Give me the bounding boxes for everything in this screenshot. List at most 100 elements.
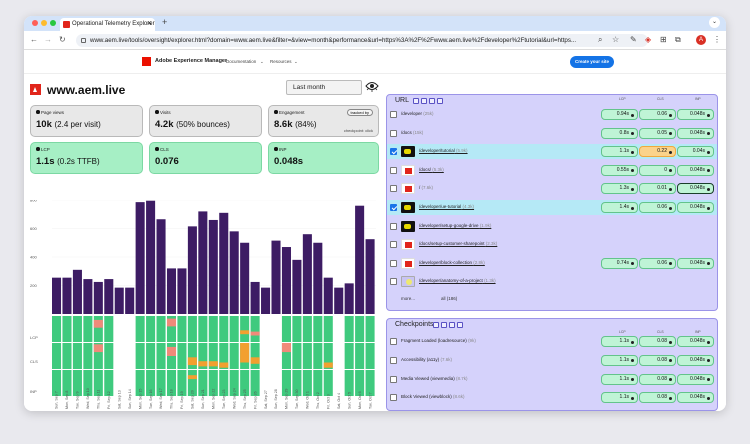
extensions-puzzle-icon[interactable]: ⧉	[675, 35, 681, 44]
chevron-down-icon[interactable]: ⌄	[294, 59, 298, 64]
metric-pill[interactable]: 1.1s	[601, 373, 638, 385]
url-checkbox[interactable]	[390, 111, 397, 118]
url-row[interactable]: /developer (25k) 0.94s 0.06 0.048s	[387, 107, 717, 122]
metric-pill[interactable]: 1.1s	[601, 336, 638, 347]
metric-pill[interactable]: 0.048s	[677, 373, 714, 385]
close-tab-icon[interactable]: ✕	[146, 21, 152, 27]
metric-pill[interactable]: 0.048s	[677, 183, 714, 195]
checkpoint-row[interactable]: Largest Contentful Paint (cwv-lcp) (6.7k…	[387, 409, 717, 411]
url-row[interactable]: /developer/setup-google-drive (1.9k)	[387, 219, 717, 234]
url-link[interactable]: /developer/tutorial (5.9k)	[419, 148, 468, 153]
url-row[interactable]: /developer/block-collection (2.8k) 0.74s 0…	[387, 256, 717, 271]
all-link[interactable]: all (186)	[441, 296, 458, 301]
url-checkbox[interactable]	[390, 166, 397, 174]
metric-pill[interactable]: 0.08	[639, 336, 676, 347]
metric-pill[interactable]: 0.22	[639, 146, 676, 158]
metric-pill[interactable]: 1.3s	[601, 183, 638, 195]
checkpoint-label[interactable]: Media Viewed (viewmedia) (8.7k)	[401, 376, 467, 381]
checkpoint-checkbox[interactable]	[390, 394, 397, 402]
eye-icon[interactable]	[365, 80, 379, 92]
metric-pill[interactable]: 0.08	[639, 373, 676, 385]
minimize-window-icon[interactable]	[41, 20, 47, 26]
url-checkbox[interactable]	[390, 148, 397, 156]
metric-pill[interactable]: 0.74s	[601, 257, 638, 269]
url-checkbox[interactable]	[390, 185, 397, 193]
metric-pill[interactable]: 1.1s	[601, 354, 638, 366]
close-window-icon[interactable]	[32, 20, 38, 26]
bookmark-star-icon[interactable]: ☆	[612, 35, 620, 44]
metric-pill[interactable]: 0.06	[639, 257, 676, 269]
download-icon[interactable]	[441, 322, 447, 328]
metric-pill[interactable]: 1.4s	[601, 202, 638, 213]
url-link[interactable]: /docs/setup-customer-sharepoint (2.3k)	[419, 241, 497, 246]
metric-pill[interactable]: 0.048s	[677, 127, 714, 139]
copy-icon[interactable]	[413, 98, 419, 104]
sort-icon[interactable]	[457, 322, 463, 328]
browser-tab[interactable]: Operational Telemetry Explorer ✕	[60, 18, 155, 31]
url-row[interactable]: /developer/anatomy-of-a-project (1.3k)	[387, 274, 717, 289]
metric-pill[interactable]: 0.048s	[677, 336, 714, 347]
checkpoint-row[interactable]: Accessibility (a11y) (7.6k) 1.1s 0.08 0.048…	[387, 353, 717, 368]
metric-card-inp[interactable]: INP 0.048s	[268, 142, 379, 174]
metric-pill[interactable]: 0.04s	[677, 146, 714, 158]
back-icon[interactable]: ←	[30, 35, 38, 44]
new-tab-icon[interactable]: +	[162, 17, 168, 27]
url-link[interactable]: / (7.6k)	[419, 185, 433, 190]
filter-icon[interactable]	[449, 322, 455, 328]
url-row[interactable]: /docs/ (5.3k) 0.55s 0 0.048s	[387, 163, 717, 178]
nav-documentation[interactable]: Documentation	[226, 59, 257, 64]
tab-search-chevron-icon[interactable]: ⌄	[709, 17, 720, 28]
download-icon[interactable]	[421, 98, 427, 104]
date-range-select[interactable]: Last month	[286, 80, 362, 95]
url-checkbox[interactable]	[390, 204, 397, 211]
url-checkbox[interactable]	[390, 129, 397, 137]
profile-avatar[interactable]: A	[696, 35, 706, 45]
site-info-icon[interactable]	[81, 38, 86, 43]
metric-card-cls[interactable]: CLS 0.076	[149, 142, 262, 174]
adobe-extension-icon[interactable]: ◈	[645, 35, 652, 44]
traffic-chart[interactable]: 200 400 600 800 LCP CLS INP Sun, Sep 7 Mon, Sep …	[24, 200, 378, 411]
url-link[interactable]: /developer/anatomy-of-a-project (1.3k)	[419, 278, 496, 283]
metric-card-page-views[interactable]: Page views 10k (2.4 per visit)	[30, 105, 143, 137]
checkpoint-checkbox[interactable]	[390, 375, 397, 383]
url-row[interactable]: /docs/setup-customer-sharepoint (2.3k)	[387, 237, 717, 252]
address-bar[interactable]: www.aem.live/tools/oversight/explorer.ht…	[76, 34, 648, 47]
chart-svg[interactable]: 200 400 600 800 LCP CLS INP Sun, Sep 7 Mon, Sep …	[24, 200, 378, 411]
url-link[interactable]: /docs/ (5.3k)	[419, 167, 444, 172]
maximize-window-icon[interactable]	[50, 20, 56, 26]
metric-card-visits[interactable]: Visits 4.2k (50% bounces)	[149, 105, 262, 137]
url-checkbox[interactable]	[390, 259, 397, 267]
url-checkbox[interactable]	[390, 241, 397, 249]
metric-pill[interactable]: 0.048s	[677, 354, 714, 366]
url-row[interactable]: /developer/tutorial (5.9k) 1.1s 0.22 0.04s	[387, 144, 717, 160]
metric-pill[interactable]: 0.048s	[677, 392, 714, 404]
browser-menu-icon[interactable]: ⋮	[713, 35, 721, 44]
sort-icon[interactable]	[437, 98, 443, 104]
metric-pill[interactable]: 0.048s	[677, 109, 714, 120]
metric-pill[interactable]: 0.06	[639, 109, 676, 120]
checkpoint-row[interactable]: Block Viewed (viewblock) (8.6k) 1.1s 0.08 0…	[387, 390, 717, 405]
zoom-icon[interactable]: ⌕	[598, 35, 603, 44]
create-site-button[interactable]: Create your site	[570, 56, 614, 68]
forward-icon[interactable]: →	[44, 35, 52, 44]
copy-icon[interactable]	[433, 322, 439, 328]
product-name[interactable]: Adobe Experience Manager	[155, 58, 228, 64]
metric-pill[interactable]: 0.08	[639, 392, 676, 404]
url-link[interactable]: /developer/block-collection (2.8k)	[419, 260, 485, 265]
adobe-logo-icon[interactable]	[142, 57, 151, 66]
checkpoint-label[interactable]: Fragment Loaded (loadresource) (9k)	[401, 338, 476, 343]
checkpoint-checkbox[interactable]	[390, 338, 397, 345]
reload-icon[interactable]: ↻	[59, 35, 66, 44]
metric-pill[interactable]: 0.94s	[601, 109, 638, 120]
url-row[interactable]: /docs (15k) 0.8s 0.05 0.048s	[387, 126, 717, 141]
url-row[interactable]: / (7.6k) 1.3s 0.01 0.048s	[387, 181, 717, 196]
metric-pill[interactable]: 0	[639, 164, 676, 176]
checkpoint-row[interactable]: Fragment Loaded (loadresource) (9k) 1.1s 0…	[387, 334, 717, 349]
chevron-down-icon[interactable]: ⌄	[260, 59, 264, 64]
url-row[interactable]: /developer/ue-tutorial (4.3k) 1.4s 0.06 0.0…	[387, 200, 717, 215]
pen-extension-icon[interactable]: ✎	[630, 35, 637, 44]
checkpoint-checkbox[interactable]	[390, 356, 397, 364]
nav-resources[interactable]: Resources	[270, 59, 292, 64]
metric-pill[interactable]: 0.048s	[677, 164, 714, 176]
metric-pill[interactable]: 1.1s	[601, 392, 638, 404]
